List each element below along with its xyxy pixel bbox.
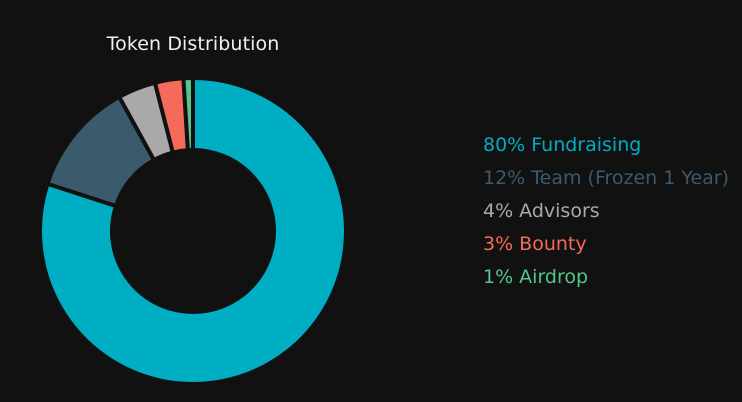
- legend-item: 3% Bounty: [483, 233, 587, 255]
- legend-item: 80% Fundraising: [483, 134, 642, 156]
- donut-slice-4[interactable]: [181, 75, 195, 153]
- chart-title: Token Distribution: [106, 33, 280, 55]
- legend-item: 4% Advisors: [483, 200, 600, 222]
- legend-item: 12% Team (Frozen 1 Year): [483, 167, 730, 189]
- chart-legend: 80% Fundraising 12% Team (Frozen 1 Year) 4…: [483, 130, 729, 295]
- legend-item: 1% Airdrop: [483, 266, 589, 288]
- donut-chart: [38, 75, 348, 386]
- donut-slice-0[interactable]: [38, 75, 348, 386]
